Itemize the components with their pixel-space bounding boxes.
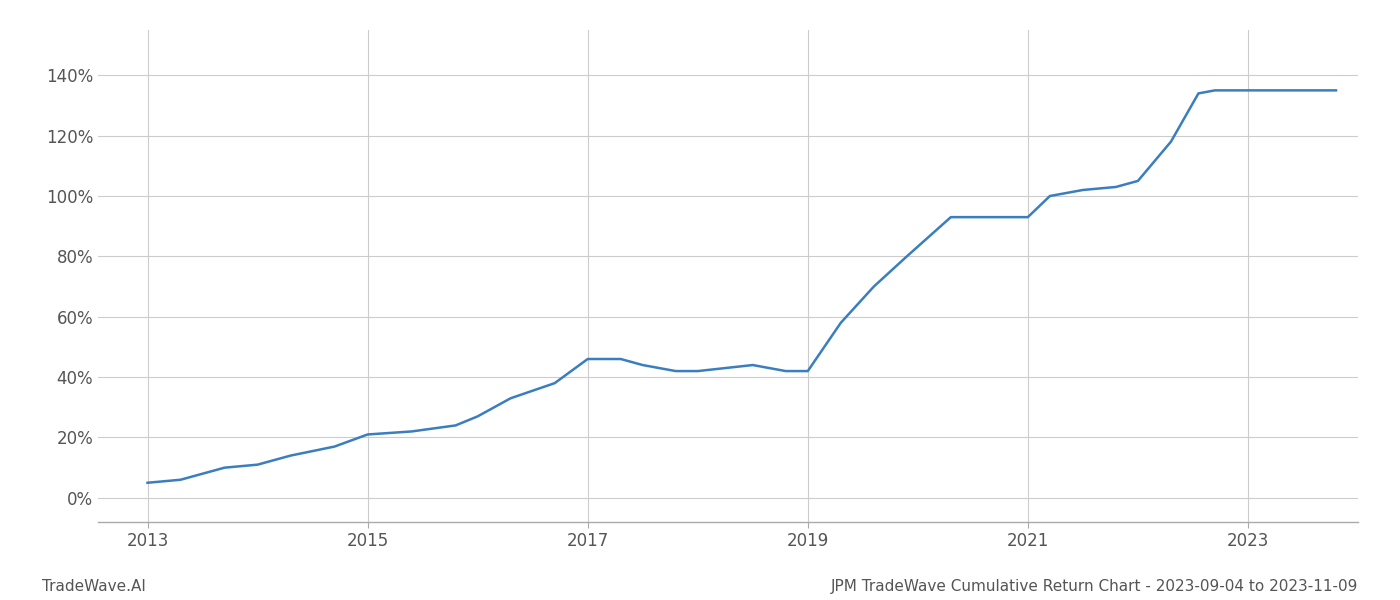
Text: JPM TradeWave Cumulative Return Chart - 2023-09-04 to 2023-11-09: JPM TradeWave Cumulative Return Chart - … (830, 579, 1358, 594)
Text: TradeWave.AI: TradeWave.AI (42, 579, 146, 594)
